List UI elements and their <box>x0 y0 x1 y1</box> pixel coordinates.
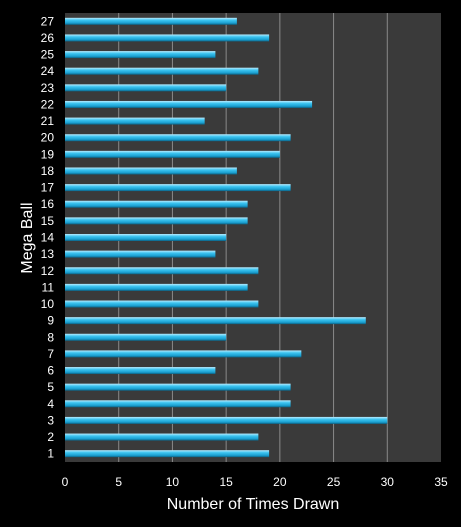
bar-23 <box>65 84 227 92</box>
y-tick-label: 13 <box>41 247 55 261</box>
y-tick-label: 2 <box>47 430 54 444</box>
y-tick-label: 23 <box>41 81 55 95</box>
y-tick-label: 11 <box>42 280 55 294</box>
x-tick-labels: 0 5 10 15 20 25 30 35 <box>62 475 448 489</box>
x-tick-label: 5 <box>115 475 122 489</box>
bar-22 <box>65 100 313 108</box>
bar-3 <box>65 416 388 424</box>
y-tick-label: 7 <box>47 347 54 361</box>
bar-6 <box>65 367 216 375</box>
bar-13 <box>65 250 216 258</box>
y-tick-label: 22 <box>41 97 55 111</box>
x-tick-label: 35 <box>434 475 448 489</box>
y-tick-label: 8 <box>47 330 54 344</box>
x-tick-label: 30 <box>381 475 395 489</box>
y-axis-title: Mega Ball <box>19 202 36 273</box>
y-tick-label: 25 <box>41 48 55 62</box>
y-tick-label: 26 <box>41 31 55 45</box>
x-tick-label: 20 <box>273 475 287 489</box>
bar-27 <box>65 17 237 25</box>
x-tick-label: 15 <box>219 475 233 489</box>
x-tick-label: 25 <box>327 475 341 489</box>
bar-14 <box>65 234 227 241</box>
bar-21 <box>65 117 205 125</box>
x-tick-label: 0 <box>62 475 69 489</box>
y-tick-label: 24 <box>41 64 55 78</box>
y-tick-label: 21 <box>41 114 55 128</box>
bar-9 <box>65 317 366 325</box>
bar-24 <box>65 67 259 75</box>
y-tick-label: 16 <box>41 197 55 211</box>
y-tick-label: 27 <box>41 14 55 28</box>
y-tick-label: 3 <box>47 413 54 427</box>
y-tick-label: 9 <box>47 314 54 328</box>
y-tick-label: 14 <box>41 231 55 245</box>
bars <box>65 17 388 458</box>
y-tick-label: 18 <box>41 164 55 178</box>
bar-11 <box>65 283 248 291</box>
bar-5 <box>65 383 291 391</box>
bar-18 <box>65 167 237 175</box>
y-tick-label: 6 <box>47 364 54 378</box>
y-tick-label: 1 <box>47 447 54 461</box>
bar-8 <box>65 333 227 341</box>
y-tick-label: 17 <box>41 181 55 195</box>
y-tick-label: 10 <box>41 297 55 311</box>
bar-20 <box>65 134 291 142</box>
y-tick-label: 15 <box>41 214 55 228</box>
y-tick-label: 20 <box>41 131 55 145</box>
x-tick-label: 10 <box>166 475 180 489</box>
y-tick-label: 19 <box>41 147 55 161</box>
bar-16 <box>65 200 248 208</box>
bar-26 <box>65 34 270 42</box>
bar-1 <box>65 450 270 458</box>
bar-10 <box>65 300 259 308</box>
bar-2 <box>65 433 259 441</box>
x-axis-title: Number of Times Drawn <box>167 496 340 513</box>
bar-17 <box>65 184 291 192</box>
bar-25 <box>65 51 216 59</box>
y-tick-label: 5 <box>47 380 54 394</box>
y-tick-labels: 1234567891011121314151617181920212223242… <box>41 14 55 460</box>
bar-7 <box>65 350 302 358</box>
bar-12 <box>65 267 259 275</box>
y-tick-label: 4 <box>47 397 54 411</box>
y-tick-label: 12 <box>41 264 55 278</box>
bar-4 <box>65 400 291 408</box>
bar-15 <box>65 217 248 225</box>
bar-19 <box>65 150 280 158</box>
